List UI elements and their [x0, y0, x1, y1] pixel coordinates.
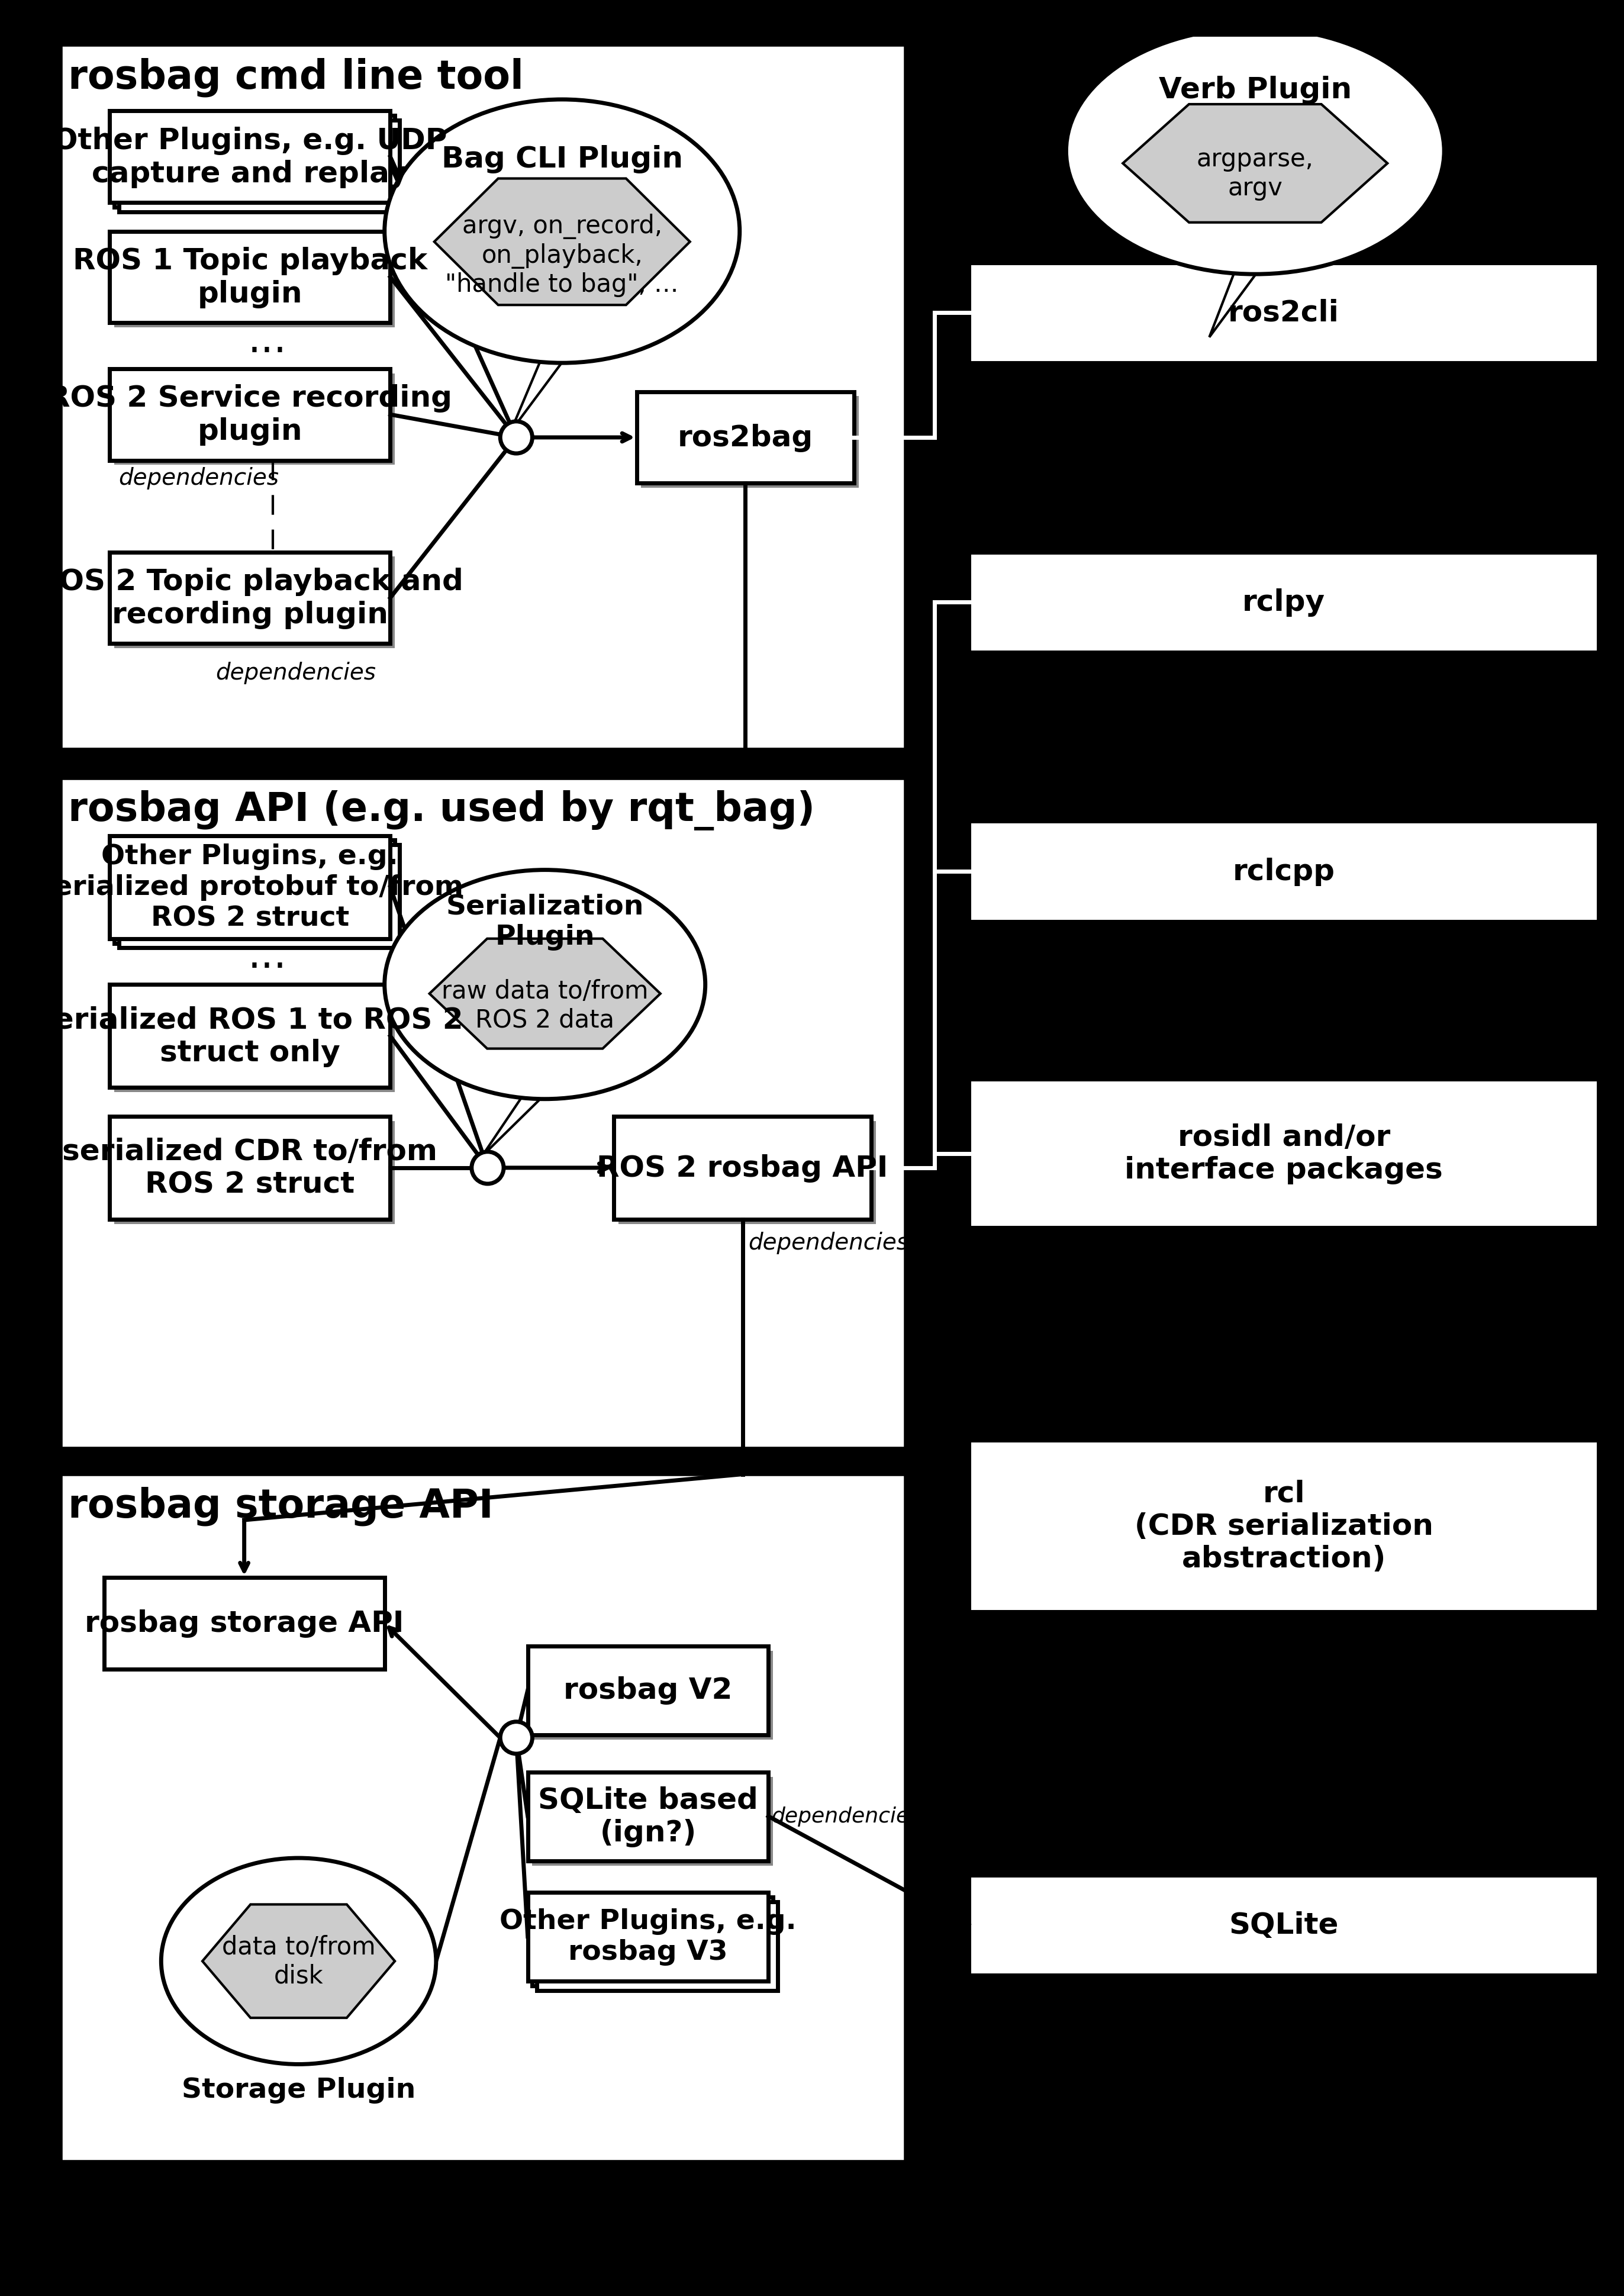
Ellipse shape	[385, 870, 705, 1100]
Bar	[614, 1116, 872, 1219]
Bar	[970, 1876, 1598, 1975]
Text: Verb Plugin: Verb Plugin	[1158, 76, 1351, 103]
Text: Other Plugins, e.g. UDP
capture and replay: Other Plugins, e.g. UDP capture and repl…	[52, 126, 447, 188]
Polygon shape	[203, 1903, 395, 2018]
Bar	[114, 840, 395, 944]
Bar	[109, 985, 390, 1088]
Text: rcl
(CDR serialization
abstraction): rcl (CDR serialization abstraction)	[1135, 1479, 1432, 1573]
Bar	[114, 1120, 395, 1224]
Bar	[62, 46, 906, 751]
Bar	[970, 264, 1598, 363]
Bar	[114, 117, 395, 207]
Text: rosbag API (e.g. used by rqt_bag): rosbag API (e.g. used by rqt_bag)	[68, 790, 815, 831]
Polygon shape	[1210, 257, 1270, 338]
Bar	[970, 822, 1598, 921]
Bar	[119, 845, 400, 948]
Text: rclpy: rclpy	[1242, 588, 1325, 615]
Circle shape	[471, 1153, 503, 1185]
Bar	[533, 1896, 773, 1986]
Circle shape	[500, 422, 533, 455]
Bar	[104, 1577, 385, 1669]
Text: ROS 2 rosbag API: ROS 2 rosbag API	[596, 1155, 888, 1182]
Text: rosbag storage API: rosbag storage API	[68, 1486, 494, 1525]
Text: dependencies: dependencies	[749, 1231, 909, 1254]
Text: Other Plugins, e.g.
rosbag V3: Other Plugins, e.g. rosbag V3	[500, 1908, 796, 1965]
Bar	[528, 1646, 768, 1736]
Polygon shape	[482, 1081, 557, 1157]
Text: serialized ROS 1 to ROS 2
struct only: serialized ROS 1 to ROS 2 struct only	[36, 1006, 463, 1068]
Bar	[114, 374, 395, 466]
Bar	[641, 397, 859, 489]
Bar	[109, 836, 390, 939]
Polygon shape	[434, 179, 690, 305]
Ellipse shape	[161, 1857, 437, 2064]
Text: dependencies: dependencies	[771, 1807, 921, 1825]
Bar	[637, 393, 854, 484]
Bar	[109, 113, 390, 202]
Bar	[109, 370, 390, 461]
Text: dependencies: dependencies	[119, 466, 279, 489]
Text: ...: ...	[247, 321, 287, 360]
Polygon shape	[429, 939, 661, 1049]
Text: SQLite based
(ign?): SQLite based (ign?)	[538, 1786, 758, 1846]
Text: rosidl and/or
interface packages: rosidl and/or interface packages	[1125, 1123, 1442, 1185]
Bar	[970, 1440, 1598, 1612]
Text: serialized CDR to/from
ROS 2 struct: serialized CDR to/from ROS 2 struct	[62, 1137, 437, 1199]
Polygon shape	[510, 344, 577, 432]
Text: Storage Plugin: Storage Plugin	[182, 2078, 416, 2103]
Text: ROS 2 Service recording
plugin: ROS 2 Service recording plugin	[47, 383, 453, 445]
Text: rclcpp: rclcpp	[1233, 856, 1335, 886]
Bar	[538, 1901, 778, 1991]
Bar	[533, 1777, 773, 1867]
Text: Other Plugins, e.g.
serialized protobuf to/from
ROS 2 struct: Other Plugins, e.g. serialized protobuf …	[37, 843, 463, 932]
Text: Bag CLI Plugin: Bag CLI Plugin	[442, 145, 682, 174]
Bar	[533, 1651, 773, 1740]
Text: raw data to/from
ROS 2 data: raw data to/from ROS 2 data	[442, 978, 648, 1033]
Text: rosbag cmd line tool: rosbag cmd line tool	[68, 57, 523, 96]
Text: Serialization
Plugin: Serialization Plugin	[447, 893, 643, 951]
Text: ROS 2 Topic playback and
recording plugin: ROS 2 Topic playback and recording plugi…	[36, 567, 463, 629]
Bar	[970, 553, 1598, 652]
Bar	[528, 1773, 768, 1862]
Text: ros2cli: ros2cli	[1228, 298, 1340, 328]
Polygon shape	[1122, 106, 1387, 223]
Bar	[619, 1120, 875, 1224]
Text: rosbag storage API: rosbag storage API	[84, 1609, 404, 1637]
Text: ros2bag: ros2bag	[677, 425, 814, 452]
Bar	[114, 990, 395, 1093]
Bar	[62, 1474, 906, 2161]
Ellipse shape	[1065, 28, 1444, 276]
Circle shape	[500, 1722, 533, 1754]
Bar	[114, 558, 395, 650]
Bar	[970, 1079, 1598, 1228]
Bar	[114, 236, 395, 328]
Bar	[109, 1116, 390, 1219]
Text: SQLite: SQLite	[1229, 1910, 1338, 1940]
Text: rosbag V2: rosbag V2	[564, 1676, 732, 1704]
Text: argparse,
argv: argparse, argv	[1197, 147, 1314, 200]
Text: ROS 1 Topic playback
plugin: ROS 1 Topic playback plugin	[73, 248, 427, 308]
Text: dependencies: dependencies	[216, 661, 375, 684]
Bar	[109, 553, 390, 645]
Ellipse shape	[385, 101, 739, 363]
Text: ...: ...	[247, 937, 287, 976]
Text: argv, on_record,
on_playback,
"handle to bag", …: argv, on_record, on_playback, "handle to…	[445, 214, 679, 296]
Bar	[109, 232, 390, 324]
Bar	[528, 1892, 768, 1981]
Bar	[119, 122, 400, 211]
Bar	[62, 778, 906, 1449]
Text: data to/from
disk: data to/from disk	[222, 1936, 375, 1988]
